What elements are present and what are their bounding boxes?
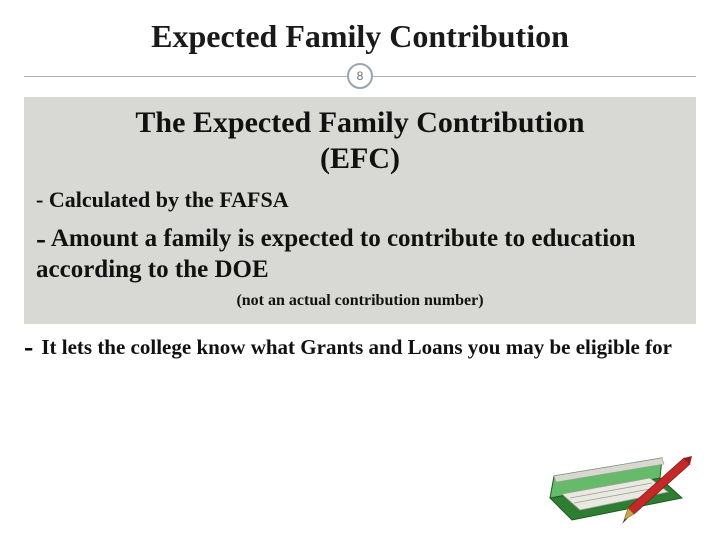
slide: Expected Family Contribution 8 The Expec… [0, 0, 720, 540]
bullet-grants-loans: It lets the college know what Grants and… [41, 334, 672, 361]
subtitle: The Expected Family Contribution (EFC) [34, 105, 686, 177]
bullet-fafsa: - Calculated by the FAFSA [36, 187, 684, 213]
content-box: The Expected Family Contribution (EFC) -… [24, 97, 696, 324]
dash-icon: - [36, 222, 46, 255]
title-divider: 8 [24, 61, 696, 91]
checkbook-icon [542, 436, 692, 526]
subtitle-line1: The Expected Family Contribution [135, 106, 584, 139]
note-not-actual: (not an actual contribution number) [34, 292, 686, 310]
bullet-contribute-text: Amount a family is expected to contribut… [36, 225, 636, 283]
bullet-contribute: - Amount a family is expected to contrib… [36, 223, 684, 286]
page-number-badge: 8 [347, 63, 373, 89]
subtitle-line2: (EFC) [320, 142, 400, 175]
dash-icon: - [24, 334, 33, 362]
slide-title: Expected Family Contribution [24, 18, 696, 55]
bullet-grants-loans-row: - It lets the college know what Grants a… [24, 334, 692, 362]
